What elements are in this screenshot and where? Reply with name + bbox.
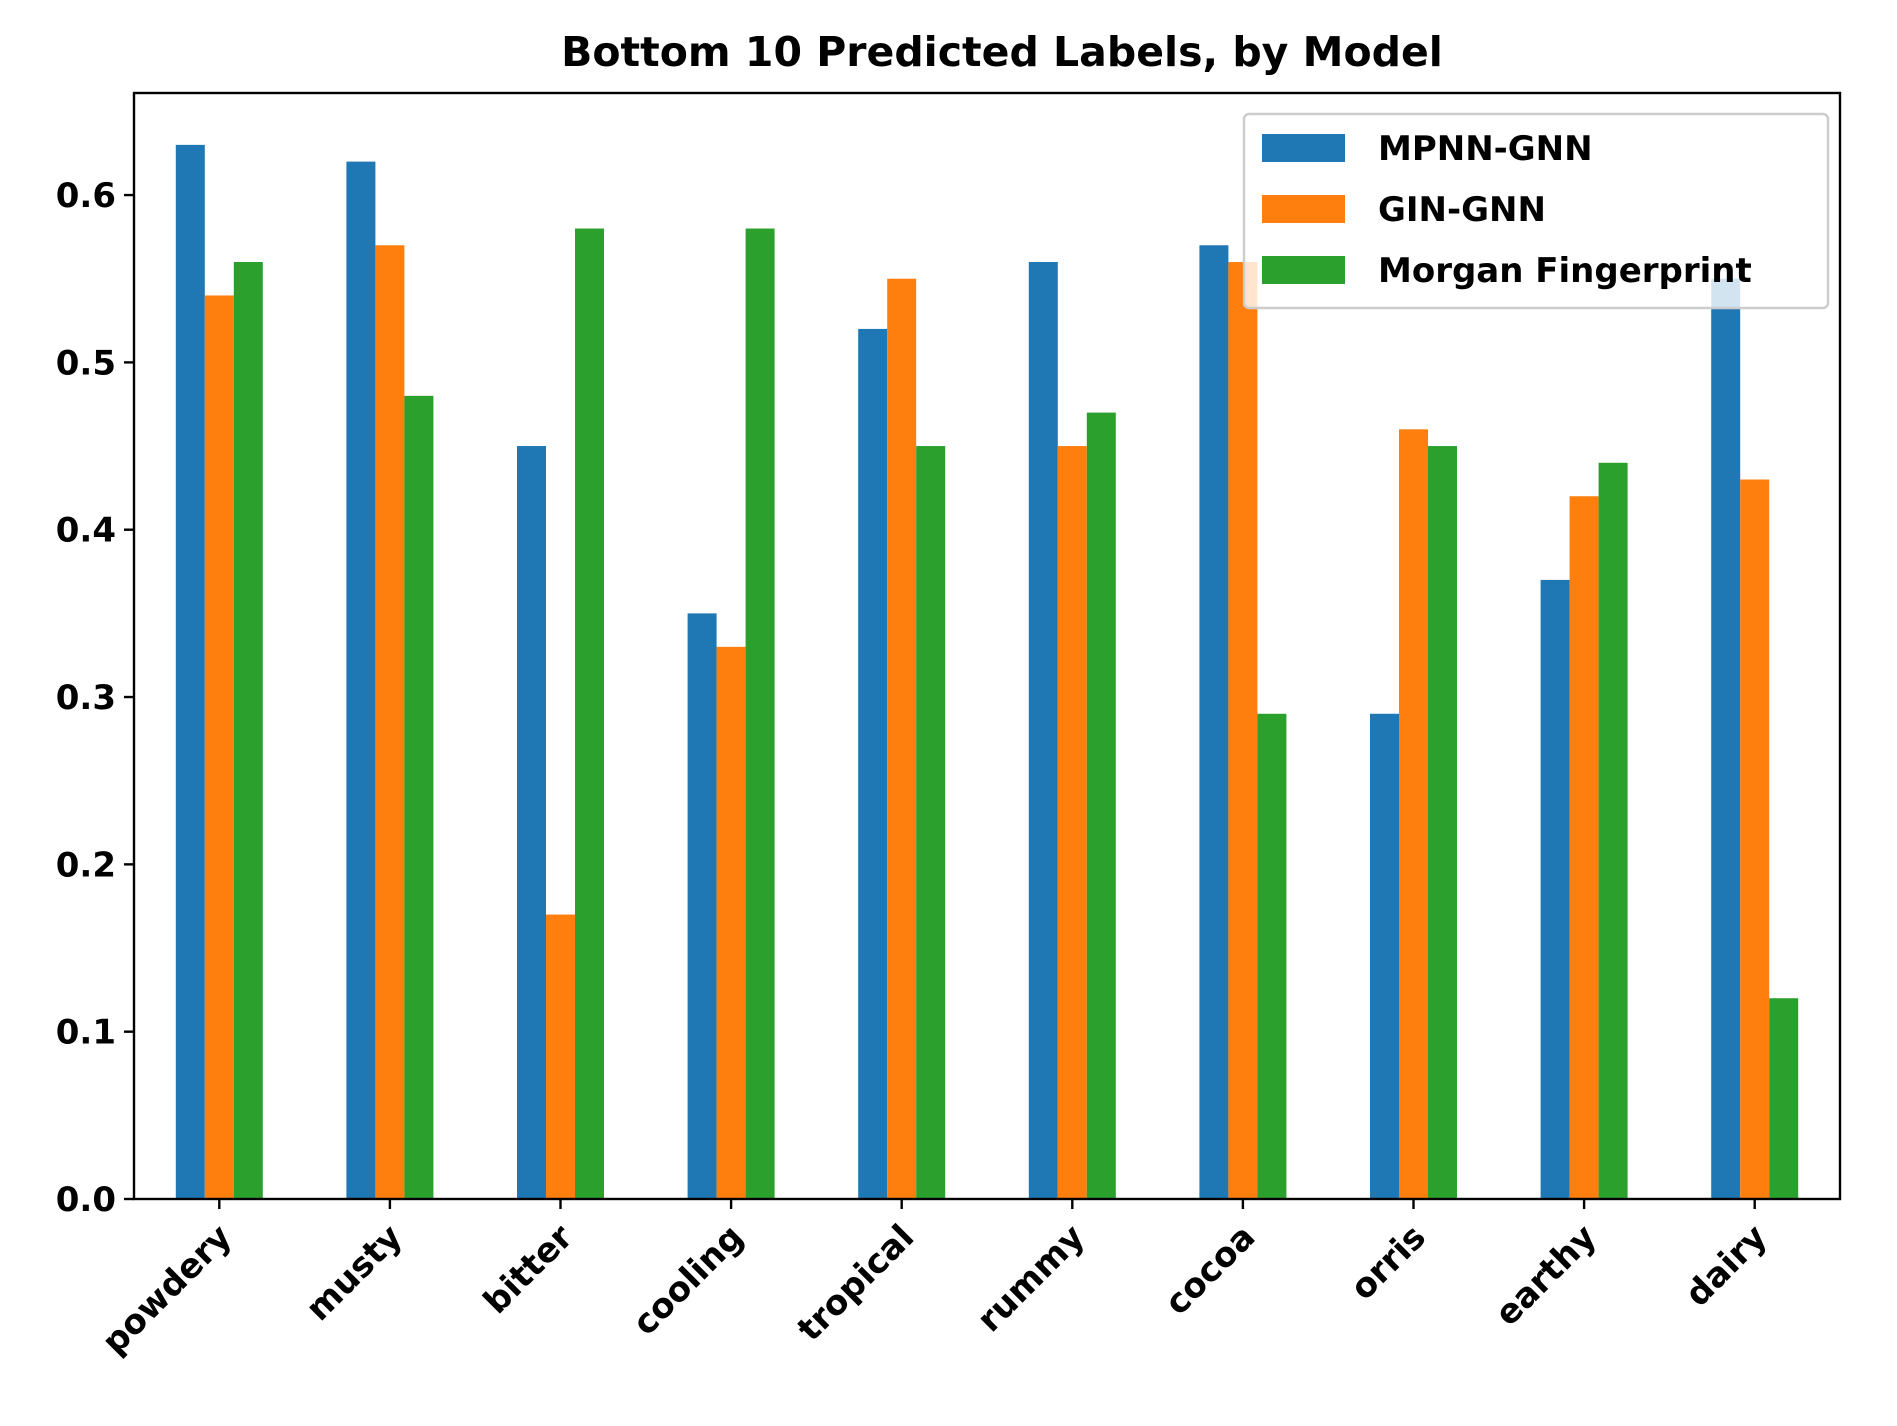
bar-gin-gnn-orris (1399, 429, 1428, 1199)
bar-morgan-fingerprint-orris (1428, 446, 1457, 1199)
y-tick-label: 0.6 (56, 176, 116, 216)
bar-gin-gnn-cocoa (1228, 262, 1258, 1199)
y-tick-label: 0.4 (56, 511, 116, 551)
plot-frame (132, 91, 1842, 1201)
bar-morgan-fingerprint-cooling (745, 228, 775, 1199)
bar-gin-gnn-rummy (1057, 446, 1087, 1199)
bar-morgan-fingerprint-dairy (1769, 998, 1799, 1199)
y-tick-label: 0.1 (56, 1013, 116, 1053)
bar-gin-gnn-powdery (204, 295, 234, 1200)
chart-title: Bottom 10 Predicted Labels, by Model (561, 28, 1443, 76)
bar-mpnn-gnn-powdery (175, 144, 205, 1199)
bar-mpnn-gnn-cooling (687, 613, 717, 1199)
bars-group (175, 144, 1799, 1200)
legend-swatch-gin-gnn (1262, 195, 1345, 223)
bar-morgan-fingerprint-powdery (233, 262, 263, 1199)
bar-mpnn-gnn-orris (1370, 713, 1399, 1199)
bar-mpnn-gnn-dairy (1711, 278, 1741, 1200)
legend-label-gin-gnn: GIN-GNN (1378, 190, 1546, 230)
bar-mpnn-gnn-cocoa (1199, 245, 1229, 1199)
bar-mpnn-gnn-tropical (858, 328, 888, 1199)
bar-gin-gnn-earthy (1569, 496, 1599, 1199)
y-axis: 0.0 0.1 0.2 0.3 0.4 0.5 0.6 (56, 176, 134, 1220)
bar-mpnn-gnn-rummy (1028, 262, 1058, 1199)
bar-morgan-fingerprint-musty (404, 395, 434, 1200)
bar-gin-gnn-dairy (1740, 479, 1770, 1199)
legend-swatch-mpnn-gnn (1262, 134, 1345, 162)
bar-gin-gnn-bitter (546, 914, 575, 1199)
legend: MPNN-GNN GIN-GNN Morgan Fingerprint (1242, 112, 1830, 310)
bar-morgan-fingerprint-bitter (575, 228, 604, 1199)
bar-morgan-fingerprint-tropical (916, 446, 946, 1199)
bar-mpnn-gnn-bitter (517, 446, 546, 1199)
bar-gin-gnn-cooling (716, 646, 746, 1199)
bar-mpnn-gnn-musty (346, 161, 376, 1200)
legend-label-morgan-fingerprint: Morgan Fingerprint (1378, 251, 1752, 291)
y-tick-label: 0.3 (56, 678, 116, 718)
y-tick-label: 0.2 (56, 845, 116, 885)
bar-gin-gnn-musty (375, 245, 405, 1199)
y-tick-label: 0.5 (56, 343, 116, 383)
legend-box (1242, 112, 1830, 310)
bar-gin-gnn-tropical (887, 278, 917, 1200)
bar-morgan-fingerprint-rummy (1086, 412, 1116, 1200)
legend-swatch-morgan-fingerprint (1262, 256, 1345, 284)
y-tick-label: 0.0 (56, 1180, 116, 1220)
bar-morgan-fingerprint-cocoa (1257, 713, 1287, 1199)
bar-morgan-fingerprint-earthy (1598, 462, 1628, 1199)
bar-mpnn-gnn-earthy (1540, 579, 1570, 1199)
legend-label-mpnn-gnn: MPNN-GNN (1378, 129, 1593, 169)
